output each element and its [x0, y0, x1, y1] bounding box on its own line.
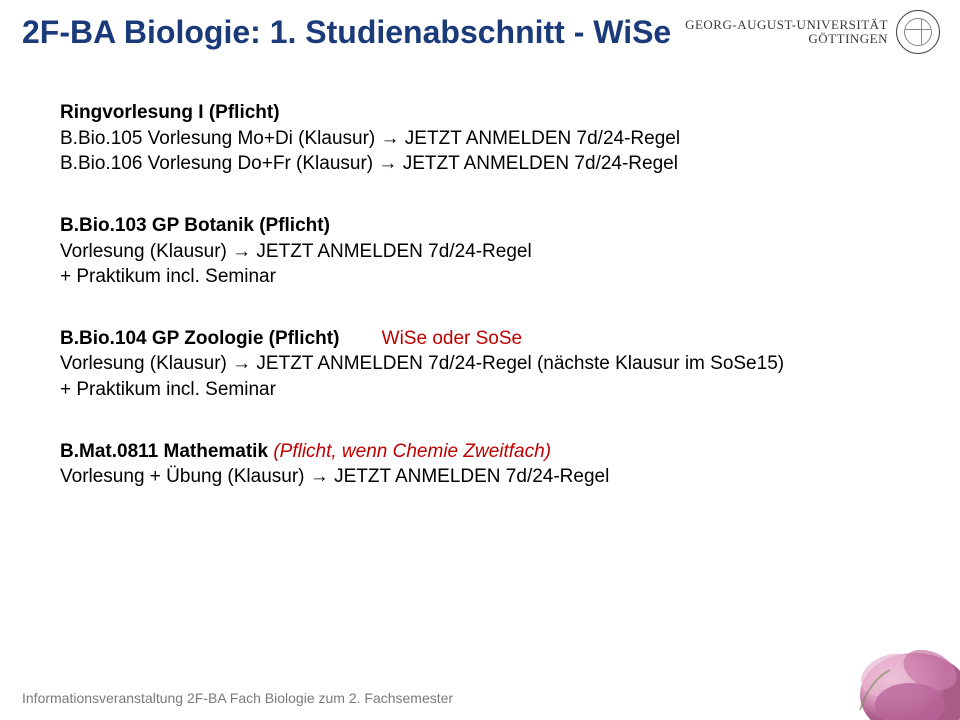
- ring-l1-action: JETZT ANMELDEN 7d/24-Regel: [400, 128, 681, 149]
- university-logo: GEORG-AUGUST-UNIVERSITÄT GÖTTINGEN: [685, 10, 940, 54]
- zoo-line1: Vorlesung (Klausur) → JETZT ANMELDEN 7d/…: [60, 351, 920, 377]
- block-botanik: B.Bio.103 GP Botanik (Pflicht) Vorlesung…: [60, 213, 920, 290]
- math-head-a: B.Mat.0811 Mathematik: [60, 441, 273, 462]
- ring-l2-text: B.Bio.106 Vorlesung Do+Fr (Klausur): [60, 153, 378, 174]
- botanik-line2: + Praktikum incl. Seminar: [60, 264, 920, 290]
- zoo-l1-action: JETZT ANMELDEN 7d/24-Regel (nächste Klau…: [251, 353, 784, 374]
- ring-line1: B.Bio.105 Vorlesung Mo+Di (Klausur) → JE…: [60, 126, 920, 152]
- ring-l1-text: B.Bio.105 Vorlesung Mo+Di (Klausur): [60, 128, 381, 149]
- logo-seal-icon: [896, 10, 940, 54]
- arrow-icon: →: [310, 466, 329, 487]
- botanik-l1-action: JETZT ANMELDEN 7d/24-Regel: [251, 241, 532, 262]
- math-l1-text: Vorlesung + Übung (Klausur): [60, 466, 310, 487]
- math-l1-action: JETZT ANMELDEN 7d/24-Regel: [329, 466, 610, 487]
- page-title: 2F-BA Biologie: 1. Studienabschnitt - Wi…: [22, 14, 671, 51]
- arrow-icon: →: [378, 153, 397, 174]
- block-ringvorlesung: Ringvorlesung I (Pflicht) B.Bio.105 Vorl…: [60, 100, 920, 177]
- slide: GEORG-AUGUST-UNIVERSITÄT GÖTTINGEN 2F-BA…: [0, 0, 960, 720]
- zoo-head-b: WiSe oder SoSe: [382, 328, 522, 349]
- footer-text: Informationsveranstaltung 2F-BA Fach Bio…: [22, 690, 453, 706]
- botanik-line1: Vorlesung (Klausur) → JETZT ANMELDEN 7d/…: [60, 239, 920, 265]
- decorative-flower-icon: [820, 620, 960, 720]
- zoo-head: B.Bio.104 GP Zoologie (Pflicht) WiSe ode…: [60, 326, 920, 352]
- zoo-l1-text: Vorlesung (Klausur): [60, 353, 232, 374]
- content-area: Ringvorlesung I (Pflicht) B.Bio.105 Vorl…: [60, 100, 920, 526]
- ring-line2: B.Bio.106 Vorlesung Do+Fr (Klausur) → JE…: [60, 151, 920, 177]
- block-mathematik: B.Mat.0811 Mathematik (Pflicht, wenn Che…: [60, 439, 920, 490]
- zoo-line2: + Praktikum incl. Seminar: [60, 377, 920, 403]
- logo-text: GEORG-AUGUST-UNIVERSITÄT GÖTTINGEN: [685, 18, 888, 47]
- ring-l2-action: JETZT ANMELDEN 7d/24-Regel: [397, 153, 678, 174]
- block-zoologie: B.Bio.104 GP Zoologie (Pflicht) WiSe ode…: [60, 326, 920, 403]
- zoo-head-a: B.Bio.104 GP Zoologie (Pflicht): [60, 328, 339, 349]
- zoo-head-gap: [339, 328, 381, 349]
- botanik-head: B.Bio.103 GP Botanik (Pflicht): [60, 213, 920, 239]
- arrow-icon: →: [232, 241, 251, 262]
- botanik-l1-text: Vorlesung (Klausur): [60, 241, 232, 262]
- arrow-icon: →: [232, 353, 251, 374]
- logo-line1: GEORG-AUGUST-UNIVERSITÄT: [685, 18, 888, 32]
- math-line1: Vorlesung + Übung (Klausur) → JETZT ANME…: [60, 464, 920, 490]
- math-head-b: (Pflicht, wenn Chemie Zweitfach): [273, 441, 551, 462]
- ring-head: Ringvorlesung I (Pflicht): [60, 100, 920, 126]
- arrow-icon: →: [381, 128, 400, 149]
- math-head: B.Mat.0811 Mathematik (Pflicht, wenn Che…: [60, 439, 920, 465]
- logo-line2: GÖTTINGEN: [685, 32, 888, 46]
